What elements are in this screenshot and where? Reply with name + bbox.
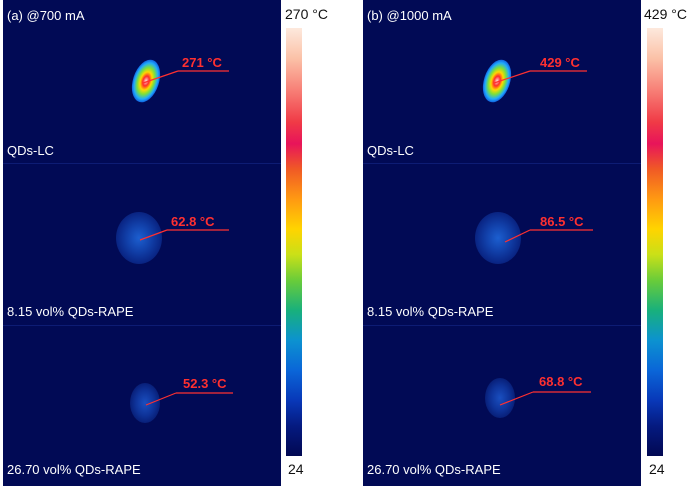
- row-divider: [3, 325, 281, 326]
- sample-label: 26.70 vol% QDs-RAPE: [367, 462, 501, 477]
- thermal-image-panel-b: (b) @1000 mA 429 °C QDs-LC 86.5 °C 8.15 …: [363, 0, 641, 486]
- row-divider: [363, 325, 641, 326]
- leader-lines: [493, 70, 593, 406]
- hotspot-26-70-a: [130, 383, 160, 423]
- sample-label: 8.15 vol% QDs-RAPE: [367, 304, 494, 319]
- row-divider: [3, 163, 281, 164]
- thermal-image-panel-a: (a) @700 mA 271 °C QDs-LC 62.8 °C 8.15 v…: [3, 0, 281, 486]
- sample-label: QDs-LC: [367, 143, 414, 158]
- colorbar-a: [286, 28, 302, 456]
- row-divider: [363, 163, 641, 164]
- colorbar-max-label: 429 °C: [644, 6, 687, 22]
- temperature-readout: 429 °C: [540, 55, 580, 70]
- sample-label: 26.70 vol% QDs-RAPE: [7, 462, 141, 477]
- temperature-readout: 68.8 °C: [539, 374, 583, 389]
- hotspot-26-70-b: [485, 378, 515, 418]
- hotspot-8-15-a: [116, 212, 162, 264]
- temperature-readout: 86.5 °C: [540, 214, 584, 229]
- sample-label: QDs-LC: [7, 143, 54, 158]
- leader-lines: [139, 70, 233, 406]
- colorbar-b: [647, 28, 663, 456]
- leader-line: [504, 229, 531, 243]
- panel-header: (b) @1000 mA: [367, 8, 452, 23]
- sample-label: 8.15 vol% QDs-RAPE: [7, 304, 134, 319]
- leader-line: [145, 392, 177, 406]
- temperature-readout: 52.3 °C: [183, 376, 227, 391]
- leader-line: [139, 229, 168, 241]
- leader-line: [142, 70, 179, 84]
- colorbar-max-label: 270 °C: [285, 6, 328, 22]
- leader-line: [493, 70, 531, 84]
- colorbar-min-label: 24: [649, 461, 665, 477]
- colorbar-min-label: 24: [288, 461, 304, 477]
- panel-header: (a) @700 mA: [7, 8, 85, 23]
- temperature-readout: 62.8 °C: [171, 214, 215, 229]
- leader-line: [499, 391, 534, 406]
- temperature-readout: 271 °C: [182, 55, 222, 70]
